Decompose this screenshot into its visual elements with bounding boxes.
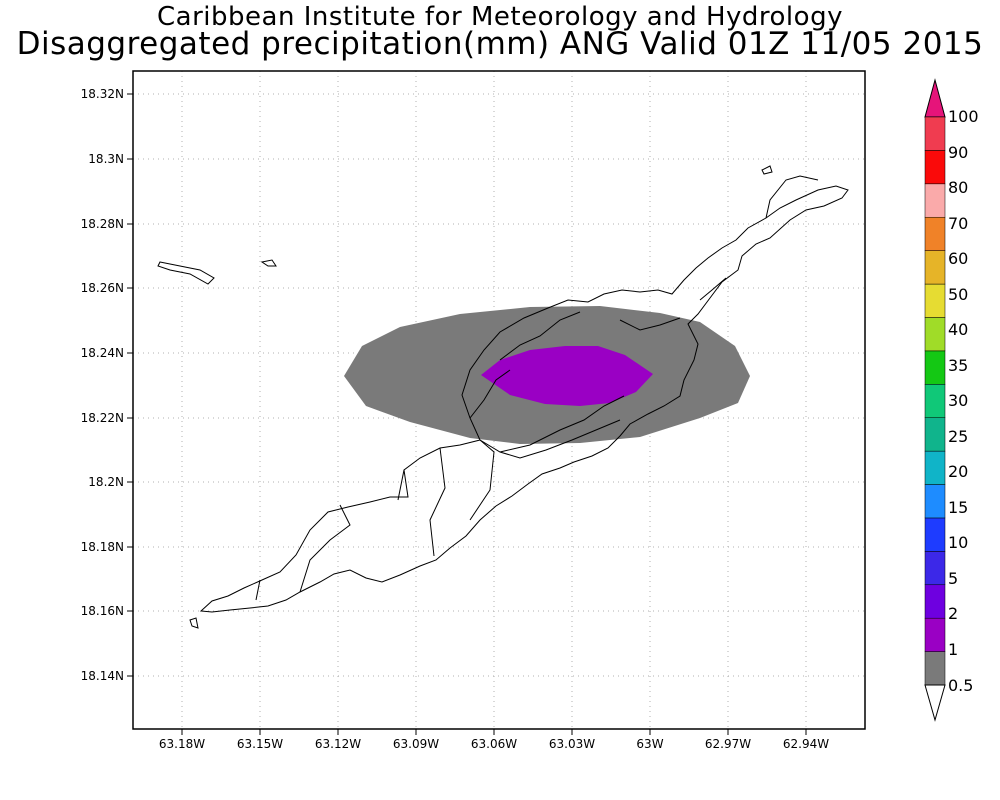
colorbar-label: 0.5 xyxy=(948,676,973,695)
lon-tick-label: 63.15W xyxy=(237,737,283,751)
colorbar-label: 100 xyxy=(948,107,979,126)
colorbar-label: 90 xyxy=(948,143,968,162)
colorbar-bottom-arrow xyxy=(924,684,946,722)
colorbar-swatch xyxy=(924,551,946,586)
lon-tick-label: 63.03W xyxy=(549,737,595,751)
longitude-axis: 63.18W 63.15W 63.12W 63.09W 63.06W 63.03… xyxy=(159,729,829,751)
lon-tick-label: 62.97W xyxy=(705,737,751,751)
colorbar-label: 5 xyxy=(948,569,958,588)
colorbar-swatch xyxy=(924,517,946,552)
plot-frame xyxy=(132,70,866,730)
colorbar: 100 90 80 70 60 50 40 35 30 25 20 15 10 … xyxy=(924,78,979,722)
lon-tick-label: 63W xyxy=(636,737,663,751)
colorbar-swatch xyxy=(924,317,946,352)
lon-tick-label: 63.12W xyxy=(315,737,361,751)
colorbar-swatch xyxy=(924,584,946,619)
lat-tick-label: 18.3N xyxy=(88,152,124,166)
colorbar-label: 15 xyxy=(948,498,968,517)
colorbar-swatch xyxy=(924,651,946,686)
lat-tick-label: 18.28N xyxy=(81,217,124,231)
colorbar-swatch xyxy=(924,617,946,652)
colorbar-label: 40 xyxy=(948,320,968,339)
colorbar-label: 60 xyxy=(948,249,968,268)
colorbar-label: 50 xyxy=(948,285,968,304)
lat-tick-label: 18.2N xyxy=(88,475,124,489)
lat-tick-label: 18.22N xyxy=(81,411,124,425)
lon-tick-label: 63.09W xyxy=(393,737,439,751)
lat-tick-label: 18.14N xyxy=(81,669,124,683)
map-subtitle: Disaggregated precipitation(mm) ANG Vali… xyxy=(16,26,984,62)
precip-1-2-area xyxy=(481,346,653,406)
map-title: Caribbean Institute for Meteorology and … xyxy=(157,2,843,32)
lat-tick-label: 18.32N xyxy=(81,87,124,101)
latitude-axis: 18.32N 18.3N 18.28N 18.26N 18.24N 18.22N… xyxy=(81,87,133,683)
colorbar-labels: 100 90 80 70 60 50 40 35 30 25 20 15 10 … xyxy=(948,107,979,695)
lon-tick-label: 63.18W xyxy=(159,737,205,751)
colorbar-label: 1 xyxy=(948,640,958,659)
colorbar-swatch xyxy=(924,216,946,251)
lat-tick-label: 18.18N xyxy=(81,540,124,554)
colorbar-swatch xyxy=(924,450,946,485)
colorbar-label: 10 xyxy=(948,533,968,552)
colorbar-label: 20 xyxy=(948,462,968,481)
lat-tick-label: 18.24N xyxy=(81,346,124,360)
island-coastline xyxy=(157,165,849,629)
colorbar-swatches xyxy=(924,116,946,686)
colorbar-swatch xyxy=(924,384,946,418)
colorbar-label: 30 xyxy=(948,391,968,410)
colorbar-swatch xyxy=(924,283,946,318)
colorbar-swatch xyxy=(924,116,946,151)
colorbar-swatch xyxy=(924,350,946,385)
colorbar-label: 80 xyxy=(948,178,968,197)
lon-tick-label: 63.06W xyxy=(471,737,517,751)
colorbar-label: 2 xyxy=(948,604,958,623)
colorbar-label: 70 xyxy=(948,214,968,233)
colorbar-top-arrow xyxy=(924,78,946,118)
lat-tick-label: 18.16N xyxy=(81,604,124,618)
colorbar-swatch xyxy=(924,417,946,452)
colorbar-swatch xyxy=(924,484,946,519)
colorbar-label: 25 xyxy=(948,427,968,446)
colorbar-swatch xyxy=(924,250,946,285)
lon-tick-label: 62.94W xyxy=(783,737,829,751)
colorbar-swatch xyxy=(924,183,946,218)
lat-tick-label: 18.26N xyxy=(81,281,124,295)
colorbar-swatch xyxy=(924,150,946,185)
colorbar-label: 35 xyxy=(948,356,968,375)
